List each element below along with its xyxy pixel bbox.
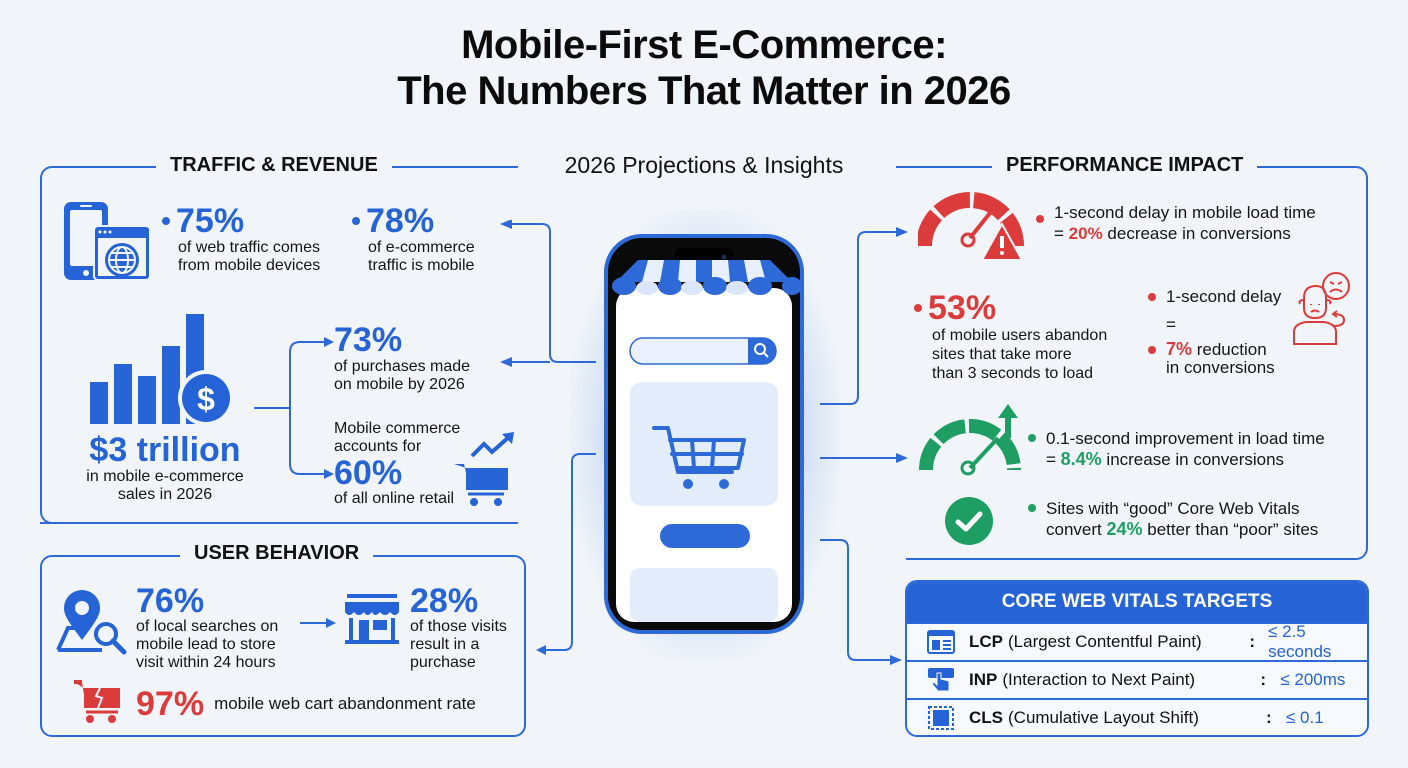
stat-97: 97% mobile web cart abandonment rate [136, 685, 476, 723]
stat-60: Mobile commerce accounts for 60% of all … [334, 420, 461, 507]
cwv-row-cls: CLS (Cumulative Layout Shift) : ≤ 0.1 [907, 698, 1367, 735]
storefront-icon [343, 592, 401, 646]
phone-globe-icon [62, 200, 152, 284]
bullet-icon [914, 304, 922, 312]
perf-item-7: 1-second delay = 7% reduction in convers… [1148, 288, 1281, 377]
slow-gauge-warning-icon [918, 190, 1028, 262]
core-web-vitals-table: CORE WEB VITALS TARGETS LCP (Largest Con… [905, 580, 1369, 737]
svg-text:$: $ [197, 381, 215, 417]
stat-73: 73% of purchases made on mobile by 2026 [334, 321, 471, 393]
bullet-icon [352, 217, 360, 225]
storefront-phone-icon [602, 232, 806, 636]
bullet-icon [1148, 293, 1156, 301]
bullet-icon [1148, 345, 1156, 354]
stat-76: 76% of local searches on mobile lead to … [136, 582, 279, 671]
map-pin-search-icon [52, 588, 128, 656]
connector-right [818, 210, 908, 670]
perf-item-5: Sites with “good” Core Web Vitals conver… [1028, 498, 1318, 540]
bullet-icon [1036, 215, 1044, 223]
branch-connector [254, 336, 334, 482]
bullet-icon [1028, 504, 1036, 512]
bar-chart-dollar-icon: $ [88, 312, 238, 427]
stat-75: 75% of web traffic comes from mobile dev… [162, 203, 320, 275]
connector-left [500, 220, 600, 660]
traffic-revenue-label: TRAFFIC & REVENUE [156, 154, 392, 177]
broken-cart-icon [72, 678, 124, 724]
check-circle-icon [944, 496, 994, 546]
shift-box-icon [927, 705, 955, 731]
arrow-right-icon [300, 617, 336, 629]
stat-28: 28% of those visits result in a purchase [410, 582, 507, 671]
title-line-2: The Numbers That Matter in 2026 [397, 69, 1011, 113]
cwv-title: CORE WEB VITALS TARGETS [907, 582, 1367, 622]
title-line-1: Mobile-First E-Commerce: [461, 23, 947, 67]
frustrated-user-icon [1290, 270, 1356, 346]
perf-item-1: 1-second delay in mobile load time = 20%… [1036, 202, 1316, 244]
stat-3-trillion: $3 trillion in mobile e-commerce sales i… [86, 431, 244, 503]
perf-item-4: 0.1-second improvement in load time = 8.… [1028, 428, 1325, 470]
center-label: 2026 Projections & Insights [564, 152, 844, 178]
fast-gauge-icon [918, 404, 1028, 476]
perf-item-53: 53% of mobile users abandon sites that t… [914, 290, 1107, 383]
bullet-icon [1028, 434, 1036, 442]
cwv-row-lcp: LCP (Largest Contentful Paint) : ≤ 2.5 s… [907, 622, 1367, 661]
bullet-icon [162, 217, 170, 225]
layout-icon [927, 630, 955, 654]
stat-78: 78% of e-commerce traffic is mobile [352, 203, 475, 275]
page-title: Mobile-First E-Commerce: The Numbers Tha… [0, 22, 1408, 114]
cwv-row-inp: INP (Interaction to Next Paint) : ≤ 200m… [907, 660, 1367, 698]
user-behavior-label: USER BEHAVIOR [180, 542, 374, 565]
performance-label: PERFORMANCE IMPACT [992, 154, 1258, 177]
tap-icon [927, 667, 955, 693]
cart-trend-icon [452, 432, 518, 508]
